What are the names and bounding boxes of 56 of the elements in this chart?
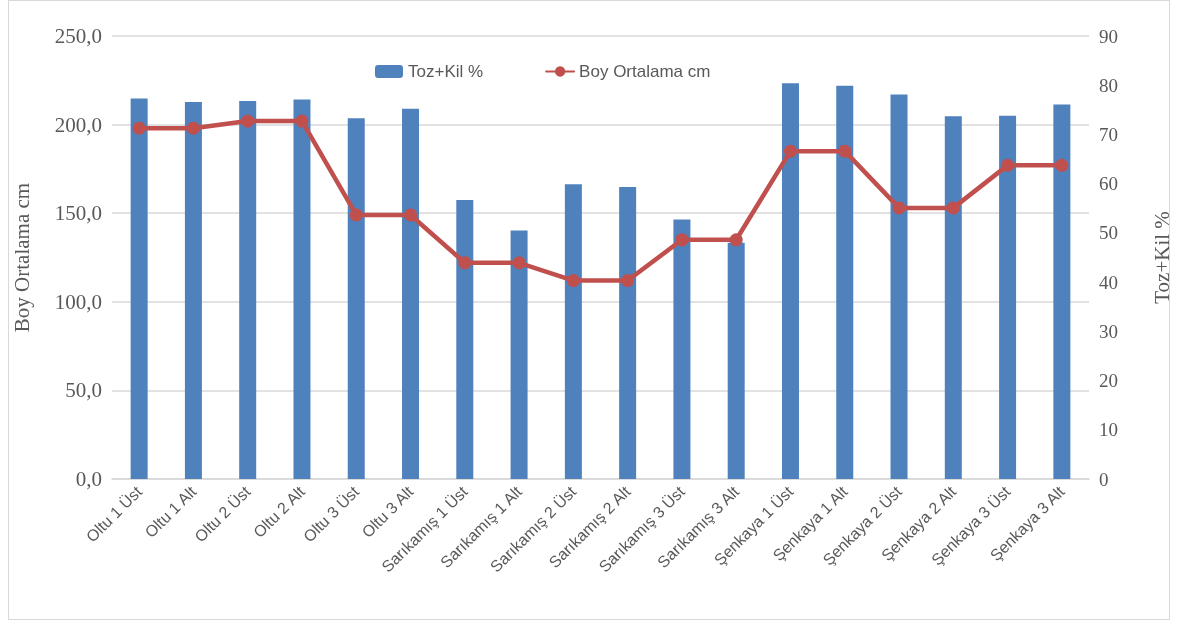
bar — [673, 219, 691, 479]
bar — [402, 108, 420, 479]
y2-axis-title: Toz+Kil % — [1149, 211, 1174, 304]
point — [838, 144, 852, 158]
y-tick-label: 0,0 — [75, 467, 102, 491]
point — [512, 256, 526, 270]
y-tick-label: 50,0 — [65, 378, 102, 403]
y2-tick-label: 90 — [1099, 25, 1118, 47]
y-tick-label: 250,0 — [54, 24, 102, 48]
y2-tick-label: 50 — [1099, 222, 1118, 244]
y2-tick-label: 80 — [1099, 74, 1118, 96]
y2-tick-label: 40 — [1099, 271, 1118, 293]
point — [404, 208, 418, 222]
bar — [347, 118, 365, 479]
point — [241, 114, 255, 128]
point — [186, 121, 200, 135]
bar — [781, 83, 799, 479]
point — [132, 121, 146, 135]
bar — [456, 199, 474, 479]
point — [458, 256, 472, 270]
bar — [184, 101, 202, 479]
point — [295, 114, 309, 128]
point — [349, 208, 363, 222]
bar — [510, 230, 528, 479]
point — [729, 233, 743, 247]
bar — [727, 242, 745, 479]
bar — [890, 94, 908, 479]
bar — [944, 116, 962, 479]
bar — [999, 115, 1017, 479]
bar — [619, 187, 637, 479]
bar — [1053, 104, 1071, 479]
bar — [293, 99, 311, 479]
legend-label: Toz+Kil % — [408, 62, 484, 81]
y2-tick-label: 60 — [1099, 173, 1118, 195]
y2-tick-label: 0 — [1099, 468, 1109, 490]
point — [675, 233, 689, 247]
legend-label: Boy Ortalama cm — [579, 62, 711, 81]
y2-tick-label: 10 — [1099, 419, 1118, 441]
y-axis-title: Boy Ortalama cm — [9, 182, 34, 333]
bar — [836, 85, 854, 479]
point — [566, 274, 580, 288]
y-tick-label: 100,0 — [54, 289, 102, 314]
y2-tick-label: 20 — [1099, 370, 1118, 392]
bar — [130, 98, 148, 479]
point — [892, 201, 906, 215]
point — [621, 274, 635, 288]
point — [1055, 158, 1069, 172]
y-tick-label: 200,0 — [54, 112, 102, 137]
point — [946, 201, 960, 215]
point — [1001, 158, 1015, 172]
point — [783, 144, 797, 158]
y2-tick-label: 70 — [1099, 123, 1118, 145]
bar — [564, 184, 582, 479]
y2-tick-label: 30 — [1099, 320, 1118, 342]
y-tick-label: 150,0 — [54, 201, 102, 226]
bar — [239, 100, 257, 479]
